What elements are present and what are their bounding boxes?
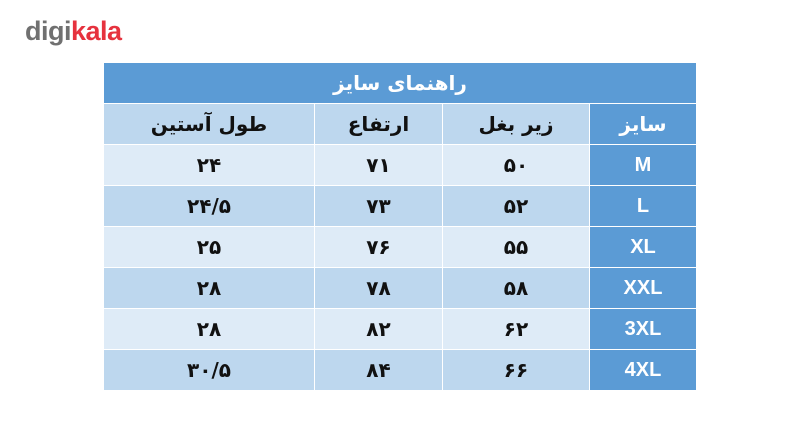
sleeve-cell: ۲۴/۵ [103,185,315,227]
sleeve-cell: ۲۸ [103,308,315,350]
height-cell: ۷۱ [314,144,443,186]
table-row: 4XL ۶۶ ۸۴ ۳۰/۵ [103,349,697,391]
height-cell: ۸۴ [314,349,443,391]
size-cell: XXL [589,267,697,309]
size-guide-table: راهنمای سایز سایز زیر بغل ارتفاع طول آست… [103,62,697,391]
underarm-cell: ۶۶ [442,349,590,391]
table-row: M ۵۰ ۷۱ ۲۴ [103,144,697,186]
header-height: ارتفاع [314,103,443,145]
height-cell: ۷۸ [314,267,443,309]
table-row: L ۵۲ ۷۳ ۲۴/۵ [103,185,697,227]
header-row: سایز زیر بغل ارتفاع طول آستین [103,103,697,145]
underarm-cell: ۶۲ [442,308,590,350]
header-underarm: زیر بغل [442,103,590,145]
sleeve-cell: ۲۸ [103,267,315,309]
sleeve-cell: ۳۰/۵ [103,349,315,391]
digikala-logo: digikala [25,16,122,46]
table-row: XXL ۵۸ ۷۸ ۲۸ [103,267,697,309]
underarm-cell: ۵۸ [442,267,590,309]
header-sleeve: طول آستین [103,103,315,145]
underarm-cell: ۵۲ [442,185,590,227]
header-size: سایز [589,103,697,145]
underarm-cell: ۵۰ [442,144,590,186]
table-row: XL ۵۵ ۷۶ ۲۵ [103,226,697,268]
size-cell: M [589,144,697,186]
height-cell: ۸۲ [314,308,443,350]
size-cell: 3XL [589,308,697,350]
size-cell: 4XL [589,349,697,391]
sleeve-cell: ۲۴ [103,144,315,186]
height-cell: ۷۶ [314,226,443,268]
sleeve-cell: ۲۵ [103,226,315,268]
underarm-cell: ۵۵ [442,226,590,268]
size-cell: L [589,185,697,227]
table-row: 3XL ۶۲ ۸۲ ۲۸ [103,308,697,350]
size-cell: XL [589,226,697,268]
height-cell: ۷۳ [314,185,443,227]
table-title: راهنمای سایز [103,62,697,104]
